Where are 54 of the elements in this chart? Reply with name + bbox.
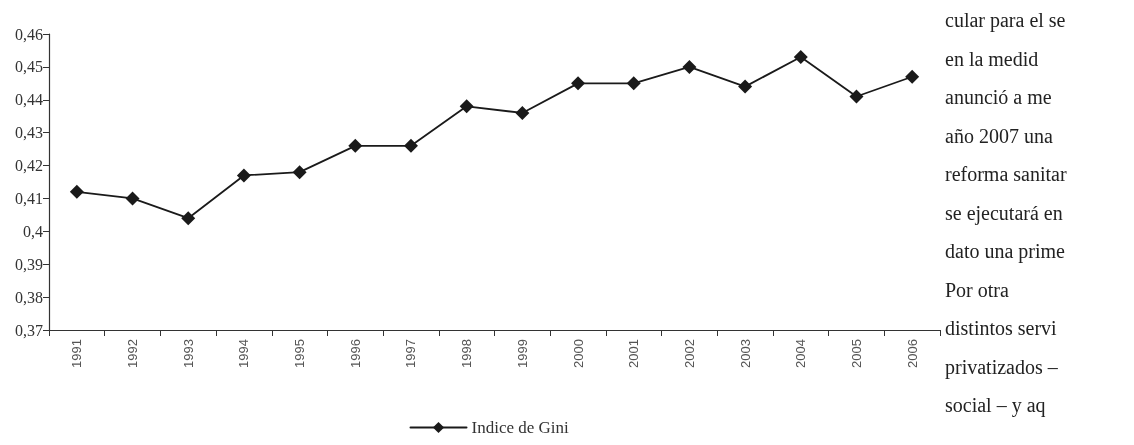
- text: reforma sanitar: [945, 163, 1067, 185]
- point: [125, 191, 140, 206]
- x-tick-label: 2001: [626, 339, 642, 368]
- x-tick-label: 1992: [125, 339, 141, 368]
- x-tick-label: 2003: [737, 339, 753, 368]
- text: año 2007 una: [945, 124, 1053, 147]
- point: [626, 76, 641, 91]
- y-tick-label: 0,4: [23, 222, 43, 240]
- text: Por otra: [945, 278, 1009, 301]
- y-tick-label: 0,43: [15, 124, 43, 142]
- x-tick-label: 2005: [848, 339, 864, 368]
- x-tick-label: 1993: [180, 339, 196, 368]
- text: privatizados –: [945, 355, 1059, 379]
- x-tick-label: 1995: [292, 339, 308, 368]
- x-tick-label: 2000: [570, 339, 586, 368]
- y-tick-label: 0,38: [15, 288, 43, 306]
- point: [348, 138, 363, 153]
- point: [905, 69, 920, 84]
- point: [793, 50, 808, 65]
- point: [292, 165, 307, 180]
- text: se ejecutará en: [945, 201, 1063, 225]
- text: anunció a me: [945, 86, 1052, 108]
- x-tick-label: 1998: [459, 339, 475, 368]
- text: en la medid: [945, 47, 1039, 70]
- y-tick-label: 0,46: [15, 25, 43, 43]
- x-tick-label: 1997: [403, 339, 419, 368]
- x-tick-label: 2006: [904, 339, 920, 368]
- y-tick-label: 0,39: [15, 255, 43, 273]
- point: [403, 138, 418, 153]
- point: [571, 76, 586, 91]
- x-tick-label: 1991: [69, 339, 85, 368]
- point: [849, 89, 864, 104]
- point: [738, 79, 753, 94]
- point: [69, 184, 84, 199]
- text: distintos servi: [945, 317, 1058, 339]
- point: [236, 168, 251, 183]
- x-tick-label: 1996: [347, 339, 363, 368]
- x-tick-label: 1994: [236, 339, 252, 368]
- text: cular para el se: [945, 9, 1066, 32]
- legend-label: Indice de Gini: [471, 418, 570, 437]
- y-tick-label: 0,41: [15, 189, 43, 207]
- y-tick-label: 0,45: [15, 58, 43, 76]
- y-tick-label: 0,44: [15, 91, 43, 109]
- y-tick-label: 0,42: [15, 157, 43, 175]
- x-tick-label: 1999: [514, 339, 530, 368]
- point: [181, 211, 196, 226]
- x-tick-label: 2002: [681, 339, 697, 368]
- text: social – y aq: [945, 394, 1046, 417]
- point: [682, 59, 697, 74]
- y-tick-label: 0,37: [15, 321, 43, 339]
- text: dato una prime: [945, 240, 1066, 263]
- x-tick-label: 2004: [793, 339, 809, 368]
- point: [459, 99, 474, 114]
- point: [515, 105, 530, 120]
